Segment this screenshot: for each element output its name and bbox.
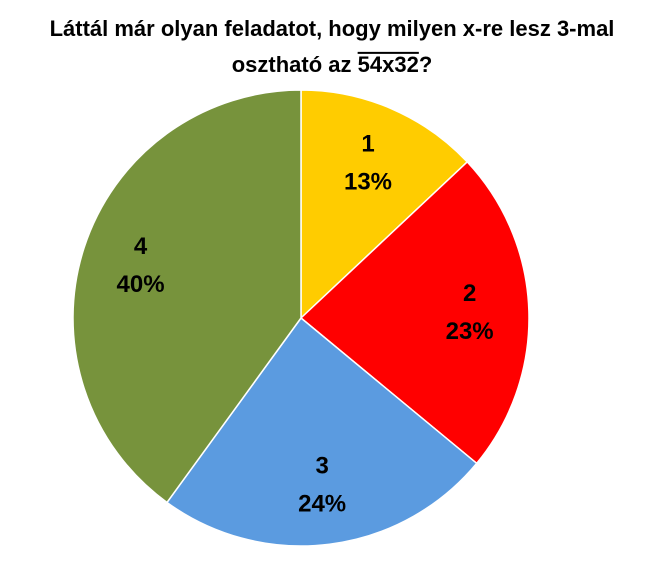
slice-category: 2 — [463, 280, 476, 307]
slice-category: 1 — [361, 131, 374, 158]
slice-value: 40% — [117, 271, 165, 298]
chart-title: osztható az 54x32? — [232, 52, 433, 77]
chart-title: Láttál már olyan feladatot, hogy milyen … — [50, 16, 615, 41]
pie-slice — [72, 89, 302, 504]
slice-value: 23% — [446, 318, 494, 345]
pie-slice — [165, 316, 478, 547]
slice-category: 4 — [134, 233, 148, 260]
chart-title: 54x32 — [358, 52, 419, 77]
slice-value: 24% — [298, 491, 346, 518]
pie-slice — [300, 89, 469, 320]
chart-title: osztható az — [232, 52, 352, 77]
chart-title: ? — [419, 52, 432, 77]
slice-value: 13% — [344, 169, 392, 196]
slice-category: 3 — [315, 453, 328, 480]
pie-slice — [299, 160, 530, 465]
